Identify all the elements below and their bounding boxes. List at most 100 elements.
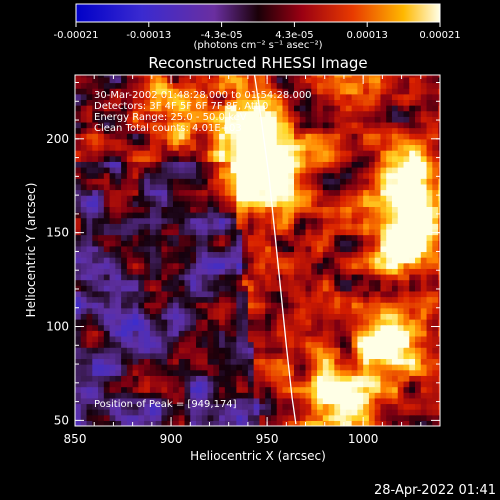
heatmap-cell bbox=[115, 257, 122, 264]
heatmap-cell bbox=[265, 88, 272, 95]
heatmap-cell bbox=[409, 313, 416, 320]
heatmap-cell bbox=[299, 251, 307, 258]
heatmap-cell bbox=[155, 240, 163, 247]
heatmap-cell bbox=[132, 138, 139, 146]
heatmap-cell bbox=[265, 392, 272, 399]
heatmap-cell bbox=[368, 251, 376, 258]
heatmap-cell bbox=[391, 127, 399, 134]
heatmap-cell bbox=[340, 172, 347, 179]
heatmap-cell bbox=[207, 228, 214, 236]
heatmap-cell bbox=[196, 212, 203, 219]
heatmap-cell bbox=[80, 133, 88, 140]
heatmap-cell bbox=[357, 183, 364, 191]
heatmap-cell bbox=[149, 110, 157, 117]
heatmap-cell bbox=[259, 352, 266, 360]
heatmap-cell bbox=[184, 273, 191, 281]
heatmap-cell bbox=[103, 420, 111, 426]
heatmap-cell bbox=[242, 75, 249, 78]
heatmap-cell bbox=[207, 302, 214, 309]
heatmap-cell bbox=[432, 133, 439, 140]
heatmap-cell bbox=[247, 127, 255, 134]
heatmap-cell bbox=[98, 313, 105, 320]
heatmap-cell bbox=[305, 386, 312, 393]
heatmap-cell bbox=[109, 75, 116, 78]
heatmap-cell bbox=[311, 245, 318, 253]
heatmap-cell bbox=[403, 75, 410, 78]
heatmap-cell bbox=[386, 302, 393, 309]
heatmap-cell bbox=[282, 189, 289, 196]
heatmap-cell bbox=[132, 206, 139, 213]
heatmap-cell bbox=[438, 409, 440, 416]
heatmap-cell bbox=[219, 409, 226, 416]
heatmap-cell bbox=[340, 352, 347, 360]
heatmap-cell bbox=[322, 105, 330, 112]
heatmap-cell bbox=[409, 166, 416, 174]
heatmap-cell bbox=[155, 313, 163, 320]
heatmap-cell bbox=[184, 183, 191, 191]
heatmap-cell bbox=[86, 127, 93, 134]
heatmap-cell bbox=[224, 335, 232, 343]
heatmap-cell bbox=[109, 397, 116, 405]
heatmap-cell bbox=[305, 290, 312, 298]
heatmap-cell bbox=[224, 392, 232, 399]
heatmap-cell bbox=[92, 172, 99, 179]
heatmap-cell bbox=[213, 195, 220, 202]
heatmap-cell bbox=[294, 127, 301, 134]
heatmap-cell bbox=[368, 212, 376, 219]
heatmap-cell bbox=[397, 369, 405, 376]
heatmap-cell bbox=[368, 375, 376, 382]
heatmap-cell bbox=[299, 161, 307, 168]
heatmap-cell bbox=[103, 392, 111, 399]
heatmap-cell bbox=[444, 251, 450, 257]
heatmap-cell bbox=[172, 93, 180, 100]
heatmap-cell bbox=[253, 240, 261, 247]
heatmap-cell bbox=[403, 392, 410, 399]
heatmap-cell bbox=[224, 273, 232, 281]
heatmap-cell bbox=[345, 313, 353, 320]
heatmap-cell bbox=[288, 121, 295, 129]
heatmap-cell bbox=[276, 189, 284, 196]
heatmap-cell bbox=[259, 234, 266, 241]
heatmap-cell bbox=[236, 217, 243, 224]
heatmap-cell bbox=[288, 409, 295, 416]
heatmap-cell bbox=[247, 240, 255, 247]
heatmap-cell bbox=[115, 397, 122, 405]
heatmap-cell bbox=[86, 335, 93, 343]
heatmap-cell bbox=[167, 245, 174, 253]
heatmap-cell bbox=[224, 397, 232, 405]
heatmap-cell bbox=[351, 313, 358, 320]
heatmap-cell bbox=[121, 273, 128, 281]
heatmap-cell bbox=[334, 409, 341, 416]
heatmap-cell bbox=[92, 380, 99, 388]
heatmap-cell bbox=[196, 302, 203, 309]
heatmap-cell bbox=[397, 82, 405, 89]
heatmap-cell bbox=[438, 88, 440, 95]
heatmap-cell bbox=[172, 420, 180, 426]
heatmap-cell bbox=[155, 183, 163, 191]
heatmap-cell bbox=[144, 257, 151, 264]
heatmap-cell bbox=[282, 403, 289, 410]
heatmap-cell bbox=[190, 290, 197, 298]
heatmap-cell bbox=[305, 178, 312, 185]
heatmap-cell bbox=[363, 189, 370, 196]
heatmap-cell bbox=[386, 93, 393, 100]
heatmap-cell bbox=[172, 144, 180, 151]
heatmap-cell bbox=[98, 228, 105, 236]
heatmap-cell bbox=[357, 414, 364, 421]
heatmap-cell bbox=[276, 105, 284, 112]
heatmap-cell bbox=[397, 195, 405, 202]
heatmap-cell bbox=[391, 183, 399, 191]
heatmap-cell bbox=[109, 93, 116, 100]
heatmap-cell bbox=[98, 75, 105, 78]
heatmap-cell bbox=[236, 155, 243, 162]
heatmap-cell bbox=[75, 76, 82, 84]
heatmap-cell bbox=[265, 313, 272, 320]
heatmap-cell bbox=[115, 183, 122, 191]
heatmap-cell bbox=[201, 75, 209, 78]
heatmap-cell bbox=[242, 195, 249, 202]
heatmap-cell bbox=[409, 352, 416, 360]
heatmap-cell bbox=[80, 330, 88, 337]
heatmap-cell bbox=[317, 228, 324, 236]
heatmap-cell bbox=[161, 290, 168, 298]
